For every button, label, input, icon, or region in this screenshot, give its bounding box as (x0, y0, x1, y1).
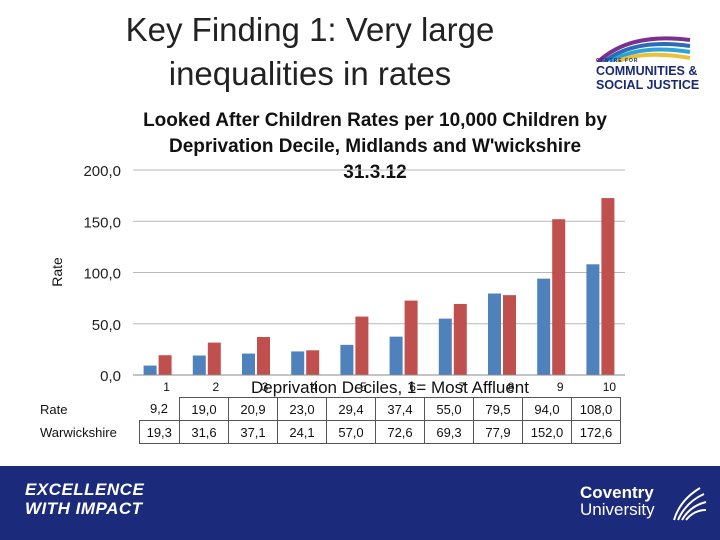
table-cell: 19,3 (138, 420, 180, 444)
bar (537, 278, 551, 375)
series-name-rate: Rate (40, 401, 68, 417)
x-tick-label: 2 (212, 380, 219, 394)
x-tick-label: 6 (409, 380, 416, 394)
excellence-line1: EXCELLENCE (25, 480, 145, 499)
x-tick-label: 5 (360, 380, 367, 394)
csj-logo-text: CENTRE FOR COMMUNITIES & SOCIAL JUSTICE (596, 58, 699, 92)
excellence-with-impact-logo: EXCELLENCE WITH IMPACT (25, 480, 144, 518)
x-tick-label: 8 (508, 380, 515, 394)
bar (404, 300, 418, 375)
data-table: Rate 9,2 19,0 20,9 23,0 29,4 37,4 55,0 7… (36, 397, 621, 444)
table-cell: 57,0 (326, 420, 376, 444)
coventry-university-logo: Coventry University (580, 484, 655, 518)
table-cell: 19,0 (179, 397, 229, 421)
x-tick-label: 9 (557, 380, 564, 394)
bar (143, 365, 157, 375)
y-tick-label: 100,0 (83, 266, 121, 283)
table-cell: 29,4 (326, 397, 376, 421)
y-tick-label: 50,0 (92, 317, 121, 334)
table-cell: 37,4 (375, 397, 425, 421)
x-axis-label: Deprivation Deciles, 1= Most Affluent (251, 378, 529, 397)
footer-bar: EXCELLENCE WITH IMPACT Coventry Universi… (0, 466, 720, 540)
bar (158, 355, 172, 375)
table-row: Rate 9,2 19,0 20,9 23,0 29,4 37,4 55,0 7… (36, 397, 621, 421)
bar (207, 342, 221, 375)
x-tick-label: 4 (311, 380, 318, 394)
coventry-line1: Coventry (580, 483, 654, 502)
x-tick-label: 10 (603, 380, 617, 394)
bar (242, 353, 255, 375)
table-cell: 94,0 (522, 397, 572, 421)
phoenix-icon (673, 487, 707, 521)
bar-chart: 0,0 50,0 100,0 150,0 200,0 Rate 1 2 3 4 5 6 7 8 9 10 (49, 163, 625, 394)
table-cell: 9,2 (139, 397, 180, 421)
csj-logo-line3: SOCIAL JUSTICE (596, 78, 700, 92)
chart-title-line2: Deprivation Decile, Midlands and W'wicks… (168, 136, 582, 157)
bar (586, 264, 600, 375)
table-cell: 37,1 (228, 420, 278, 444)
bar (355, 316, 369, 375)
slide-title-line1: Key Finding 1: Very large (125, 11, 495, 48)
csj-logo-line1: CENTRE FOR (596, 58, 639, 64)
slide-title: Key Finding 1: Very large inequalities i… (60, 8, 560, 96)
x-tick-label: 7 (458, 380, 465, 394)
table-cell: 20,9 (228, 397, 278, 421)
bar (601, 198, 615, 375)
excellence-line2: WITH IMPACT (25, 499, 143, 518)
table-row: Warwickshire 19,3 31,6 37,1 24,1 57,0 72… (36, 420, 621, 444)
y-tick-label: 150,0 (83, 214, 121, 231)
bar (306, 350, 320, 375)
table-cell: 79,5 (473, 397, 523, 421)
table-cell: 69,3 (424, 420, 474, 444)
bar (488, 293, 501, 375)
bar (389, 336, 403, 375)
slide-title-line2: inequalities in rates (168, 55, 452, 92)
table-cell: 108,0 (571, 397, 621, 421)
table-cell: 72,6 (375, 420, 425, 444)
bar (291, 351, 305, 375)
chart-title: Looked After Children Rates per 10,000 C… (110, 108, 640, 186)
communities-social-justice-logo: CENTRE FOR COMMUNITIES & SOCIAL JUSTICE (590, 28, 700, 103)
bar (438, 318, 452, 375)
bar (453, 303, 467, 375)
x-tick-label: 3 (262, 380, 269, 394)
table-cell: 77,9 (473, 420, 523, 444)
coventry-line2: University (580, 500, 655, 519)
x-tick-label: 1 (163, 380, 170, 394)
y-tick-label: 200,0 (83, 163, 121, 180)
table-cell: 152,0 (522, 420, 572, 444)
chart-title-line3: 31.3.12 (343, 162, 407, 183)
bar (552, 219, 566, 375)
series-name-warwickshire: Warwickshire (40, 424, 117, 440)
bar (340, 344, 354, 375)
chart-title-line1: Looked After Children Rates per 10,000 C… (143, 110, 607, 131)
bar (257, 336, 270, 375)
bar (503, 295, 516, 375)
rainbow-arcs-icon (596, 36, 691, 62)
table-cell: 23,0 (277, 397, 327, 421)
csj-logo-line2: COMMUNITIES & (596, 64, 698, 78)
y-tick-label: 0,0 (100, 368, 121, 385)
table-cell: 55,0 (424, 397, 474, 421)
table-cell: 24,1 (277, 420, 327, 444)
bar (192, 355, 206, 375)
table-cell: 31,6 (179, 420, 229, 444)
table-cell: 172,6 (571, 420, 621, 444)
y-axis-label: Rate (49, 257, 65, 287)
